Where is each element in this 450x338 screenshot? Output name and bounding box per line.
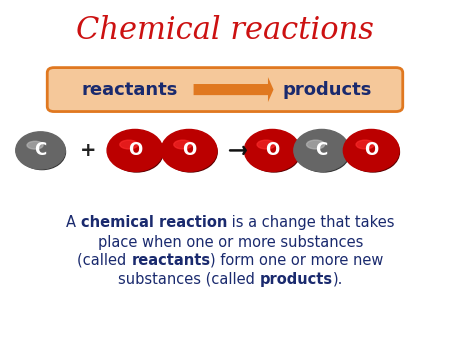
FancyBboxPatch shape [47,68,403,112]
Ellipse shape [27,141,43,149]
Ellipse shape [120,140,138,149]
Ellipse shape [257,140,275,149]
Ellipse shape [306,140,325,149]
Circle shape [294,129,350,171]
Text: O: O [265,141,279,160]
Ellipse shape [356,140,374,149]
Text: C: C [315,141,328,160]
Text: is a change that takes: is a change that takes [227,215,395,230]
Circle shape [107,129,163,171]
Text: products: products [283,80,372,99]
Circle shape [110,132,163,172]
Text: Chemical reactions: Chemical reactions [76,15,374,46]
Text: substances (called: substances (called [118,272,260,287]
Circle shape [244,129,300,171]
Text: (called: (called [77,253,131,268]
Circle shape [161,129,217,171]
Text: C: C [34,141,47,160]
Circle shape [164,132,217,172]
Text: place when one or more substances: place when one or more substances [98,235,363,250]
Text: +: + [80,141,96,160]
Text: ) form one or more new: ) form one or more new [211,253,384,268]
Text: O: O [182,141,196,160]
Circle shape [297,132,350,172]
Circle shape [343,129,399,171]
Text: reactants: reactants [131,253,211,268]
Text: reactants: reactants [81,80,177,99]
Text: ).: ). [333,272,343,287]
Ellipse shape [174,140,192,149]
Text: A: A [67,215,81,230]
Text: O: O [364,141,378,160]
Text: products: products [260,272,333,287]
Circle shape [18,134,66,170]
Text: chemical reaction: chemical reaction [81,215,227,230]
Text: O: O [128,141,142,160]
Circle shape [248,132,301,172]
Circle shape [16,132,65,169]
Circle shape [346,132,400,172]
